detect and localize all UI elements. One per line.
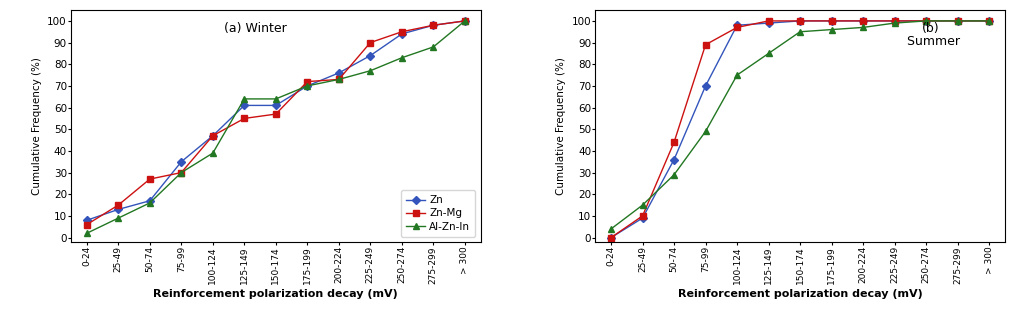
Line: Zn: Zn <box>608 18 992 240</box>
Al-Zn-In <box>81 231 93 235</box>
Zn-Mg <box>144 177 156 181</box>
Zn <box>396 32 408 36</box>
Line: Zn-Mg: Zn-Mg <box>608 18 992 240</box>
Zn <box>983 19 995 23</box>
Zn-Mg <box>113 203 125 207</box>
Zn-Mg <box>951 19 963 23</box>
Al-Zn-In <box>699 129 712 133</box>
Zn-Mg <box>239 116 251 120</box>
Zn-Mg <box>207 134 219 138</box>
Al-Zn-In <box>333 77 345 81</box>
Zn <box>857 19 869 23</box>
Zn <box>364 53 377 57</box>
Al-Zn-In <box>364 69 377 73</box>
Line: Zn: Zn <box>84 18 468 223</box>
Zn-Mg <box>636 214 649 218</box>
Zn <box>668 158 680 162</box>
Zn-Mg <box>176 171 188 175</box>
Line: Al-Zn-In: Al-Zn-In <box>608 18 992 232</box>
Al-Zn-In <box>396 56 408 60</box>
Zn-Mg <box>731 26 743 30</box>
Zn <box>951 19 963 23</box>
Zn <box>176 160 188 164</box>
Al-Zn-In <box>176 171 188 175</box>
Zn <box>459 19 471 23</box>
Text: (b)
 Summer: (b) Summer <box>902 22 959 48</box>
Line: Zn-Mg: Zn-Mg <box>84 18 468 227</box>
Al-Zn-In <box>144 201 156 205</box>
Zn <box>794 19 806 23</box>
Zn-Mg <box>605 236 617 240</box>
Al-Zn-In <box>668 173 680 177</box>
Zn-Mg <box>762 19 774 23</box>
Al-Zn-In <box>794 30 806 34</box>
Al-Zn-In <box>636 203 649 207</box>
Zn <box>113 207 125 211</box>
X-axis label: Reinforcement polarization decay (mV): Reinforcement polarization decay (mV) <box>153 289 398 299</box>
Y-axis label: Cumulative Frequency (%): Cumulative Frequency (%) <box>31 57 42 195</box>
Zn-Mg <box>81 222 93 226</box>
Zn <box>605 236 617 240</box>
Zn <box>207 134 219 138</box>
Al-Zn-In <box>951 19 963 23</box>
Zn <box>301 84 314 88</box>
Y-axis label: Cumulative Frequency (%): Cumulative Frequency (%) <box>556 57 566 195</box>
Zn <box>239 103 251 108</box>
Zn-Mg <box>364 41 377 45</box>
Zn-Mg <box>794 19 806 23</box>
Text: (a) Winter: (a) Winter <box>224 22 286 35</box>
Al-Zn-In <box>207 151 219 155</box>
Zn-Mg <box>888 19 900 23</box>
Al-Zn-In <box>239 97 251 101</box>
Zn-Mg <box>396 30 408 34</box>
Zn-Mg <box>983 19 995 23</box>
Al-Zn-In <box>301 84 314 88</box>
Zn <box>144 199 156 203</box>
Al-Zn-In <box>920 19 932 23</box>
Zn <box>699 84 712 88</box>
Zn <box>427 23 439 27</box>
Zn <box>81 218 93 222</box>
Zn <box>888 19 900 23</box>
Zn-Mg <box>668 140 680 144</box>
Zn <box>920 19 932 23</box>
Al-Zn-In <box>888 21 900 25</box>
X-axis label: Reinforcement polarization decay (mV): Reinforcement polarization decay (mV) <box>678 289 923 299</box>
Al-Zn-In <box>983 19 995 23</box>
Zn-Mg <box>427 23 439 27</box>
Zn-Mg <box>301 80 314 84</box>
Zn <box>762 21 774 25</box>
Al-Zn-In <box>762 51 774 55</box>
Al-Zn-In <box>270 97 282 101</box>
Zn-Mg <box>699 43 712 47</box>
Zn-Mg <box>825 19 837 23</box>
Zn-Mg <box>333 77 345 81</box>
Zn-Mg <box>857 19 869 23</box>
Line: Al-Zn-In: Al-Zn-In <box>84 18 468 236</box>
Zn <box>825 19 837 23</box>
Al-Zn-In <box>427 45 439 49</box>
Zn-Mg <box>459 19 471 23</box>
Zn-Mg <box>920 19 932 23</box>
Zn <box>333 71 345 75</box>
Al-Zn-In <box>459 19 471 23</box>
Al-Zn-In <box>857 26 869 30</box>
Al-Zn-In <box>731 73 743 77</box>
Zn <box>636 216 649 220</box>
Legend: Zn, Zn-Mg, Al-Zn-In: Zn, Zn-Mg, Al-Zn-In <box>401 190 475 237</box>
Al-Zn-In <box>113 216 125 220</box>
Al-Zn-In <box>825 28 837 32</box>
Zn-Mg <box>270 112 282 116</box>
Zn <box>270 103 282 108</box>
Zn <box>731 23 743 27</box>
Al-Zn-In <box>605 227 617 231</box>
